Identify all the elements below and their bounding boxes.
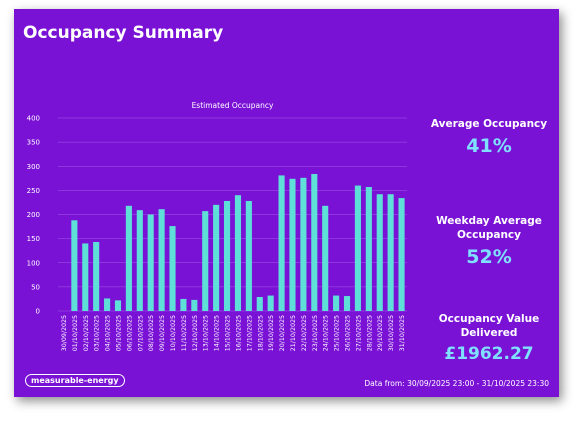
- bar: [398, 198, 405, 311]
- y-tick-label: 300: [27, 163, 40, 171]
- occupancy-summary-card: Occupancy Summary Estimated Occupancy 0 50…: [14, 9, 559, 397]
- x-tick-label: 07/10/2025: [137, 315, 144, 351]
- y-tick-label: 400: [27, 115, 40, 123]
- bar: [202, 211, 209, 311]
- x-tick-label: 08/10/2025: [148, 315, 155, 351]
- bar: [278, 175, 285, 311]
- occupancy-value-kpi: Occupancy Value Delivered £1962.27: [424, 312, 554, 364]
- x-tick-label: 03/10/2025: [94, 315, 101, 351]
- x-tick-label: 31/10/2025: [399, 315, 406, 351]
- bar: [343, 296, 351, 311]
- x-tick-label: 17/10/2025: [246, 315, 253, 351]
- bar: [114, 300, 122, 311]
- bar: [234, 195, 242, 311]
- x-tick-label: 04/10/2025: [105, 315, 112, 351]
- y-tick-label: 100: [27, 259, 40, 267]
- x-tick-label: 10/10/2025: [170, 315, 177, 351]
- occupancy-value-label: Occupancy Value Delivered: [438, 313, 540, 339]
- x-tick-label: 16/10/2025: [235, 315, 242, 351]
- bar: [180, 298, 187, 311]
- x-tick-label: 27/10/2025: [355, 315, 362, 351]
- bar: [387, 194, 394, 311]
- brand-logo: measurable-energy: [25, 374, 125, 387]
- average-occupancy-label: Average Occupancy: [430, 118, 548, 130]
- bar: [213, 204, 220, 311]
- x-tick-label: 24/10/2025: [323, 315, 330, 351]
- bar: [147, 214, 154, 311]
- weekday-occupancy-kpi: Weekday Average Occupancy 52%: [424, 214, 554, 268]
- bar: [333, 295, 340, 311]
- bar: [104, 298, 111, 311]
- bar: [125, 205, 132, 311]
- bar: [256, 297, 263, 311]
- occupancy-bar-chart: Estimated Occupancy 0 50 100 150 200 250 300 350…: [27, 101, 407, 351]
- average-occupancy-value: 41%: [466, 135, 512, 157]
- bar: [267, 295, 274, 311]
- x-tick-label: 02/10/2025: [83, 315, 90, 351]
- bar: [191, 299, 198, 311]
- bar: [245, 200, 252, 311]
- bar: [93, 242, 100, 311]
- y-tick-label: 250: [27, 187, 40, 195]
- x-tick-label: 19/10/2025: [268, 315, 275, 351]
- y-tick-label: 200: [27, 211, 40, 219]
- chart-title: Estimated Occupancy: [192, 101, 274, 110]
- x-tick-label: 12/10/2025: [192, 315, 199, 351]
- bar: [136, 210, 143, 311]
- x-tick-label: 15/10/2025: [225, 315, 232, 351]
- x-tick-label: 11/10/2025: [181, 315, 188, 351]
- y-tick-label: 350: [27, 139, 40, 147]
- x-tick-label: 29/10/2025: [377, 315, 384, 351]
- x-tick-label: 22/10/2025: [301, 315, 308, 351]
- x-tick-label: 14/10/2025: [214, 315, 221, 351]
- data-range-footer: Data from: 30/09/2025 23:00 - 31/10/2025…: [364, 379, 549, 388]
- x-tick-label: 30/09/2025: [61, 315, 68, 351]
- bar: [289, 178, 296, 311]
- x-tick-label: 20/10/2025: [279, 315, 286, 351]
- bar: [158, 209, 165, 311]
- x-tick-label: 26/10/2025: [345, 315, 352, 351]
- bar: [365, 186, 372, 311]
- x-tick-label: 30/10/2025: [388, 315, 395, 351]
- bar: [322, 205, 329, 311]
- x-tick-label: 09/10/2025: [159, 315, 166, 351]
- weekday-occupancy-value: 52%: [466, 246, 512, 268]
- occupancy-value-amount: £1962.27: [444, 344, 534, 364]
- bar: [311, 173, 318, 311]
- x-tick-label: 13/10/2025: [203, 315, 210, 351]
- average-occupancy-kpi: Average Occupancy 41%: [424, 117, 554, 157]
- x-tick-label: 18/10/2025: [257, 315, 264, 351]
- weekday-occupancy-label: Weekday Average Occupancy: [436, 215, 542, 241]
- x-tick-label: 05/10/2025: [115, 315, 122, 351]
- x-tick-label: 01/10/2025: [72, 315, 79, 351]
- x-tick-label: 23/10/2025: [312, 315, 319, 351]
- page-title: Occupancy Summary: [23, 23, 224, 43]
- y-tick-label: 150: [27, 235, 40, 243]
- bar: [376, 194, 383, 311]
- bar: [354, 185, 361, 311]
- bar: [82, 243, 89, 311]
- x-tick-label: 06/10/2025: [126, 315, 133, 351]
- x-tick-label: 28/10/2025: [366, 315, 373, 351]
- bar: [300, 177, 307, 311]
- y-tick-label: 50: [31, 283, 40, 291]
- bar: [223, 200, 231, 311]
- x-tick-label: 21/10/2025: [290, 315, 297, 351]
- bar: [71, 220, 78, 311]
- y-tick-label: 0: [36, 308, 40, 316]
- x-tick-label: 25/10/2025: [334, 315, 341, 351]
- bar: [169, 226, 176, 311]
